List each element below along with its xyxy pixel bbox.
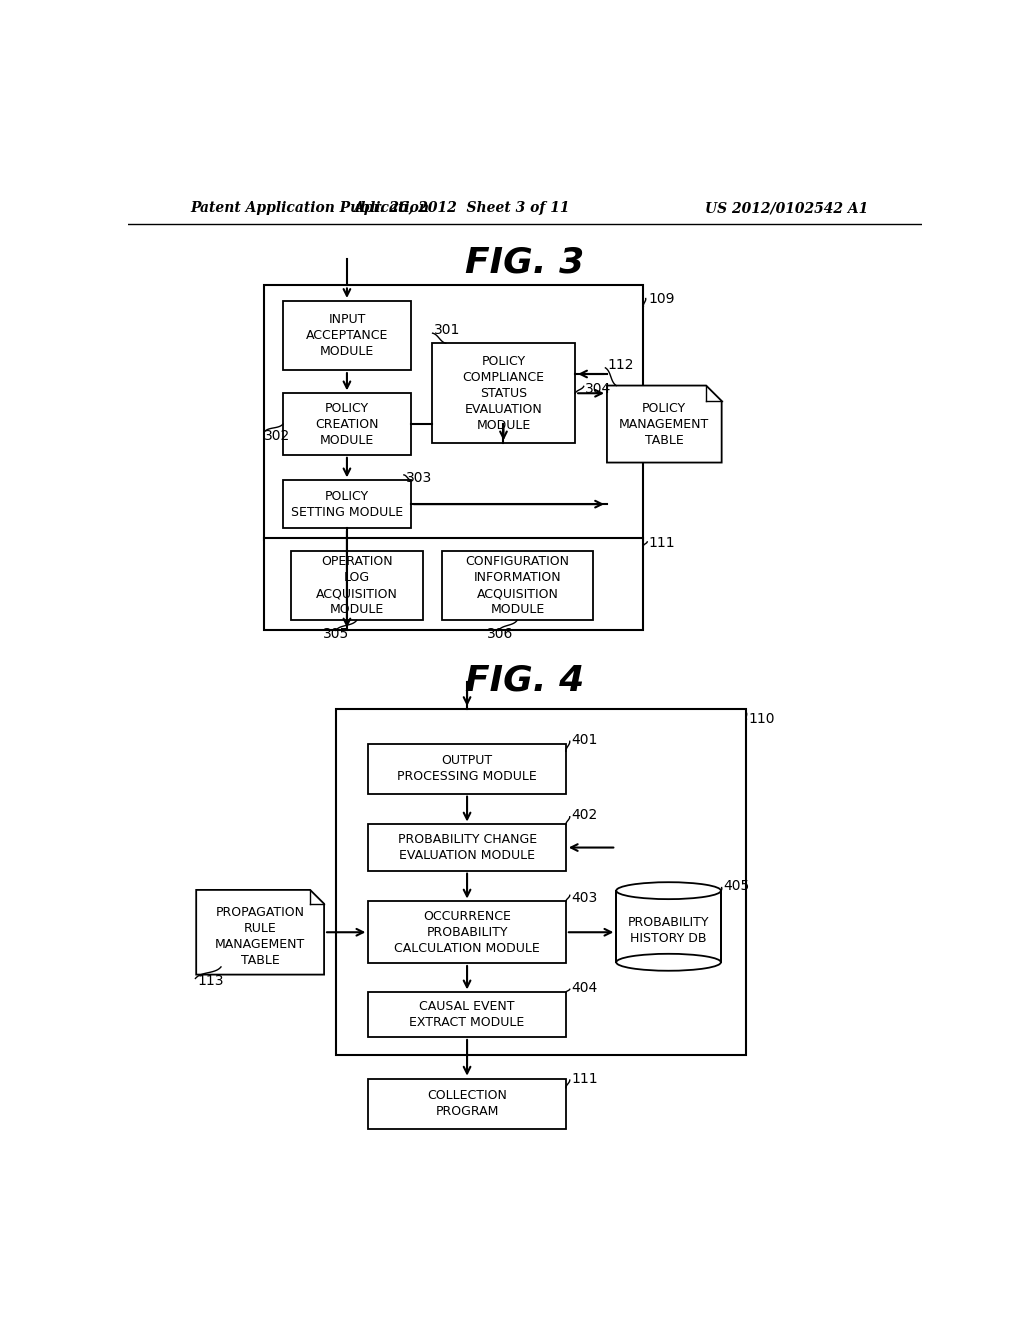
Text: 109: 109	[649, 292, 675, 305]
Text: 306: 306	[486, 627, 513, 642]
Bar	[263, 285, 643, 540]
Text: POLICY
CREATION
MODULE: POLICY CREATION MODULE	[315, 401, 379, 446]
Text: 402: 402	[571, 808, 598, 822]
Text: 403: 403	[571, 891, 598, 904]
Text: POLICY
SETTING MODULE: POLICY SETTING MODULE	[291, 490, 403, 519]
Bar	[283, 480, 411, 528]
Text: US 2012/0102542 A1: US 2012/0102542 A1	[706, 202, 868, 215]
Text: POLICY
MANAGEMENT
TABLE: POLICY MANAGEMENT TABLE	[620, 401, 710, 446]
Bar	[369, 993, 566, 1038]
Polygon shape	[607, 385, 722, 462]
Bar	[369, 825, 566, 871]
Text: 404: 404	[571, 981, 598, 995]
Text: CONFIGURATION
INFORMATION
ACQUISITION
MODULE: CONFIGURATION INFORMATION ACQUISITION MO…	[466, 556, 569, 616]
Text: 301: 301	[434, 323, 461, 337]
Bar	[369, 743, 566, 793]
Text: 305: 305	[323, 627, 349, 642]
Text: FIG. 4: FIG. 4	[465, 664, 585, 697]
Text: FIG. 3: FIG. 3	[465, 246, 585, 280]
Bar	[291, 552, 423, 620]
Text: 111: 111	[571, 1072, 598, 1085]
Text: Patent Application Publication: Patent Application Publication	[190, 202, 429, 215]
Text: 304: 304	[586, 383, 611, 396]
Text: OPERATION
LOG
ACQUISITION
MODULE: OPERATION LOG ACQUISITION MODULE	[315, 556, 397, 616]
Text: INPUT
ACCEPTANCE
MODULE: INPUT ACCEPTANCE MODULE	[306, 313, 388, 358]
Text: Apr. 26, 2012  Sheet 3 of 11: Apr. 26, 2012 Sheet 3 of 11	[353, 202, 569, 215]
Bar	[336, 709, 746, 1056]
Text: 303: 303	[406, 471, 432, 484]
Bar	[442, 552, 593, 620]
Bar	[369, 1078, 566, 1129]
Ellipse shape	[616, 882, 721, 899]
Text: OCCURRENCE
PROBABILITY
CALCULATION MODULE: OCCURRENCE PROBABILITY CALCULATION MODUL…	[394, 909, 540, 954]
Text: OUTPUT
PROCESSING MODULE: OUTPUT PROCESSING MODULE	[397, 754, 537, 783]
Bar	[283, 301, 411, 370]
Bar	[263, 539, 643, 631]
Text: 110: 110	[748, 711, 774, 726]
Bar	[616, 891, 721, 962]
Text: 405: 405	[723, 879, 750, 894]
Polygon shape	[197, 890, 324, 974]
Text: PROBABILITY
HISTORY DB: PROBABILITY HISTORY DB	[628, 916, 710, 945]
Ellipse shape	[616, 954, 721, 970]
Text: POLICY
COMPLIANCE
STATUS
EVALUATION
MODULE: POLICY COMPLIANCE STATUS EVALUATION MODU…	[463, 355, 545, 432]
Text: 401: 401	[571, 733, 598, 747]
Text: 302: 302	[264, 429, 291, 442]
Text: PROPAGATION
RULE
MANAGEMENT
TABLE: PROPAGATION RULE MANAGEMENT TABLE	[215, 906, 305, 966]
Text: 112: 112	[607, 358, 634, 372]
Text: 111: 111	[649, 536, 676, 550]
Bar	[369, 902, 566, 964]
Text: 113: 113	[197, 974, 223, 987]
Text: PROBABILITY CHANGE
EVALUATION MODULE: PROBABILITY CHANGE EVALUATION MODULE	[397, 833, 537, 862]
Text: CAUSAL EVENT
EXTRACT MODULE: CAUSAL EVENT EXTRACT MODULE	[410, 1001, 524, 1030]
Bar	[283, 393, 411, 455]
Text: COLLECTION
PROGRAM: COLLECTION PROGRAM	[427, 1089, 507, 1118]
Bar	[432, 343, 575, 444]
